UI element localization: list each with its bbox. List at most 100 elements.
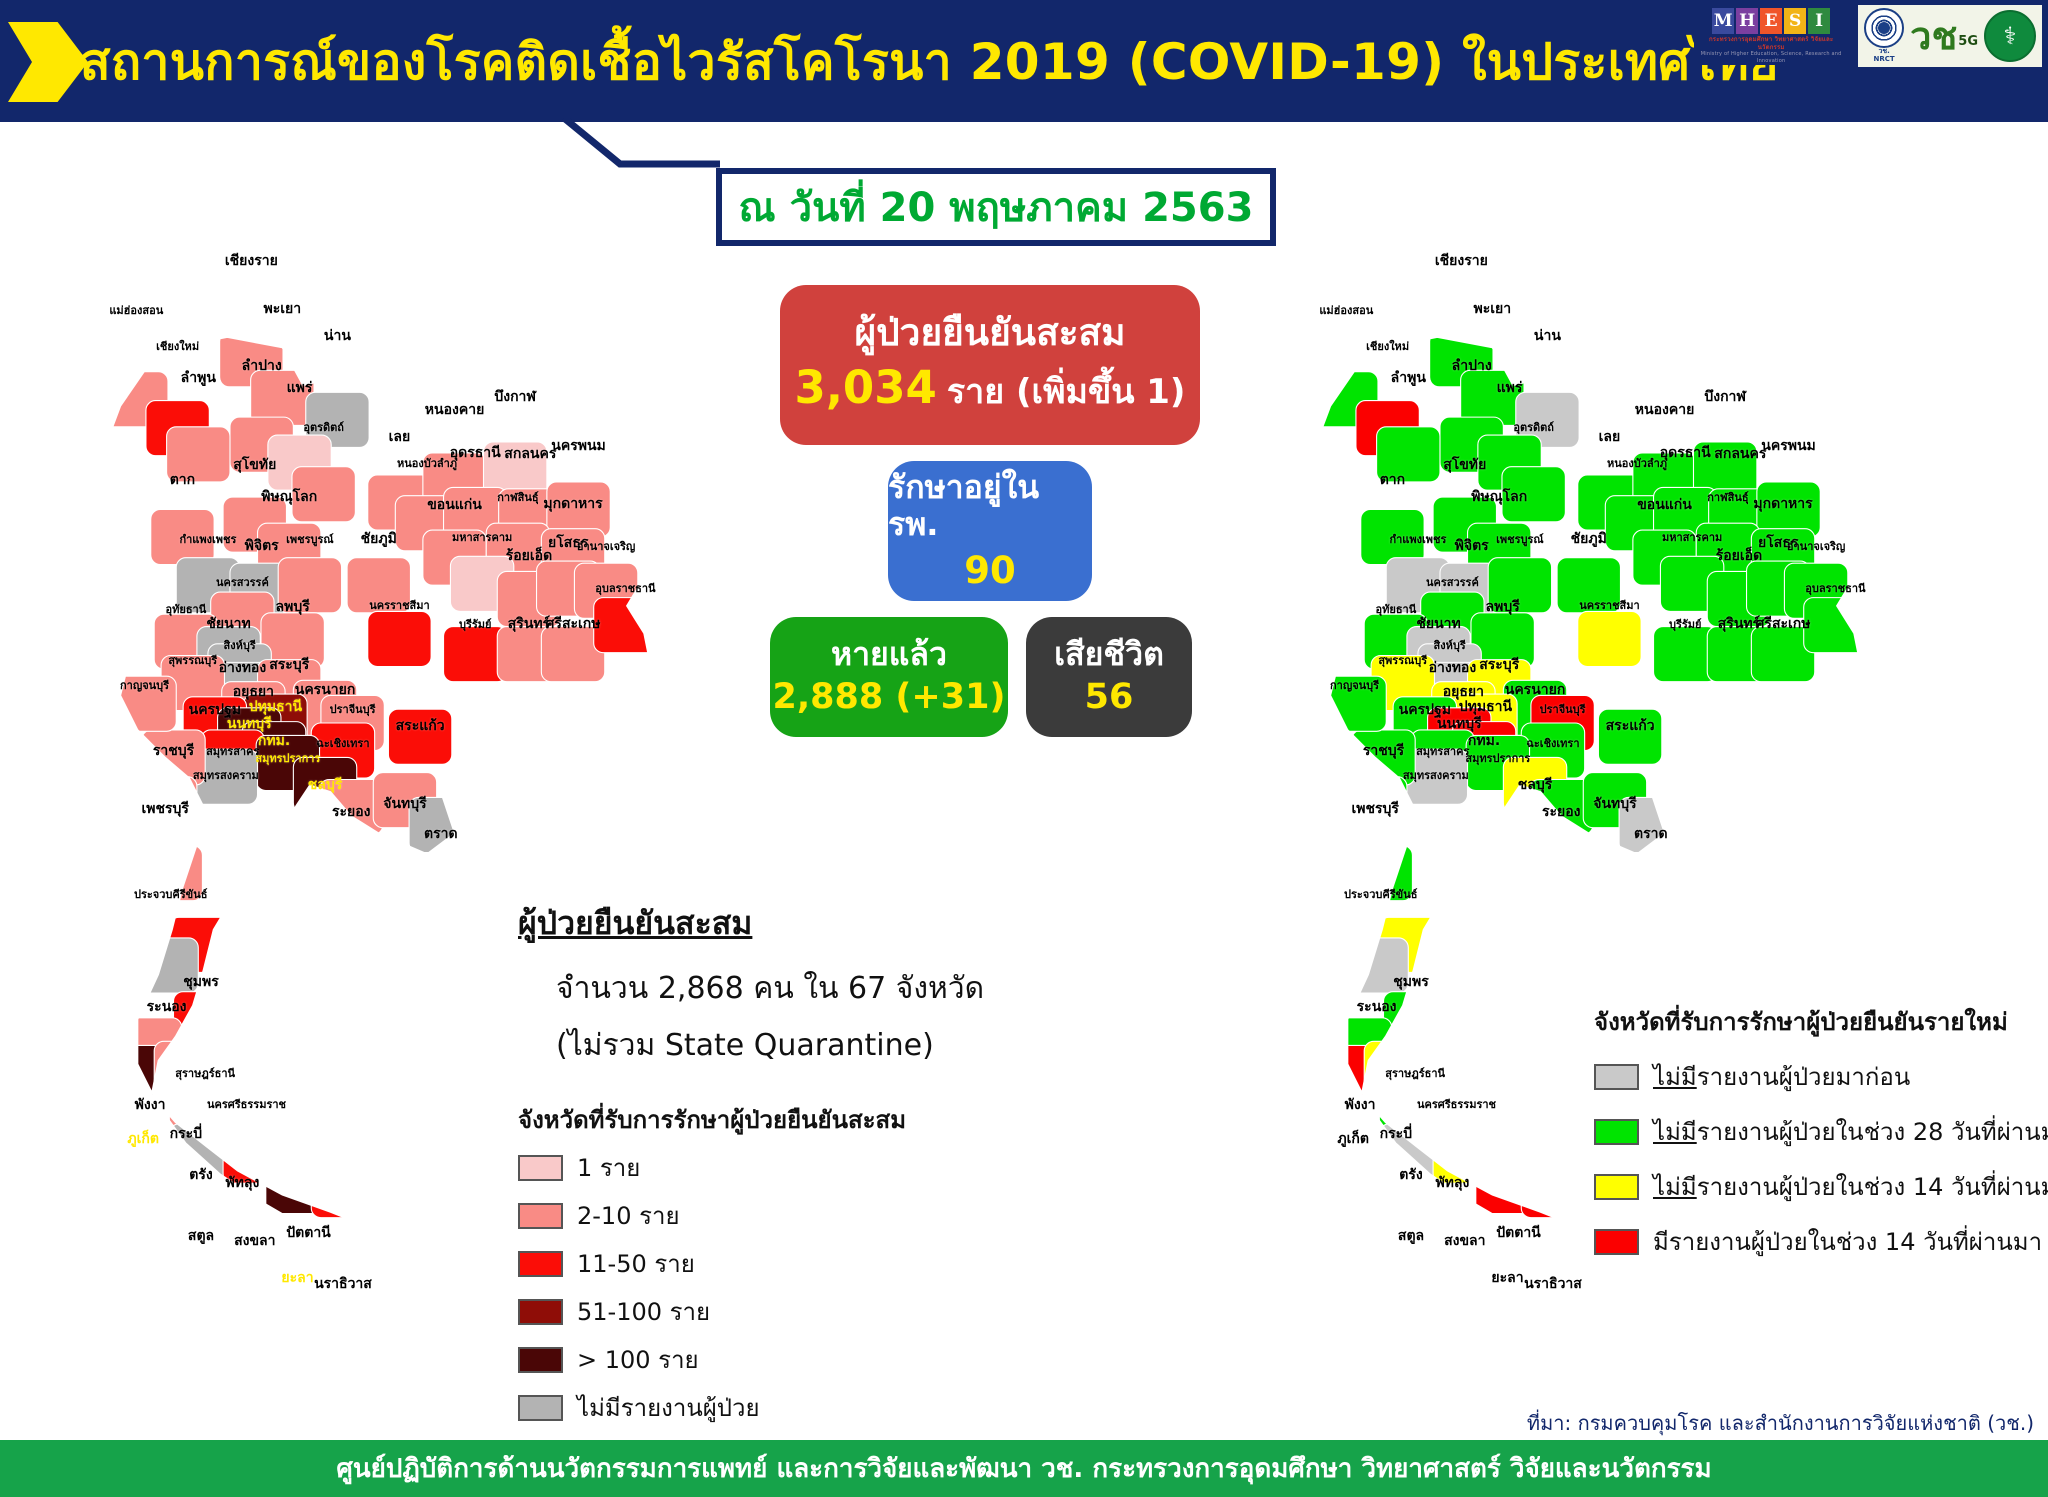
mhesi-letter-blocks: M H E S I	[1712, 8, 1831, 35]
map-newcases-province[interactable]: สงขลา	[1432, 1127, 1498, 1184]
mhesi-subtitle-th: กระทรวงการอุดมศึกษา วิทยาศาสตร์ วิจัยและ…	[1708, 36, 1834, 51]
legend-cumulative-label-0: 1 ราย	[577, 1154, 641, 1182]
legend-newcases-label-3: มีรายงานผู้ป่วยในช่วง 14 วันที่ผ่านมา	[1653, 1228, 2043, 1256]
map-newcases-province[interactable]: พัทลุง	[1420, 1080, 1485, 1137]
map-newcases-province[interactable]: ศรีสะเกษ	[1750, 626, 1816, 683]
summary-heading: ผู้ป่วยยืนยันสะสม	[518, 904, 753, 942]
wch-5g-logo: วช 5G	[1910, 17, 1978, 55]
nrct-logo: วช. NRCT	[1864, 8, 1905, 63]
mhesi-logo: M H E S I กระทรวงการอุดมศึกษา วิทยาศาสตร…	[1694, 7, 1849, 65]
map-cumulative-province[interactable]: สุราษฎร์ธานี	[172, 991, 238, 1048]
map-cumulative-province[interactable]: ศรีสะเกษ	[540, 626, 606, 683]
nrct-label: วช.	[1878, 47, 1890, 56]
legend-newcases-label-1: ไม่มีรายงานผู้ป่วยในช่วง 28 วันที่ผ่านมา	[1653, 1118, 2048, 1146]
map-cumulative-province[interactable]: พัทลุง	[210, 1080, 275, 1137]
footer-text: ศูนย์ปฏิบัติการด้านนวัตกรรมการแพทย์ และก…	[336, 1454, 1712, 1484]
legend-newcases-item-0[interactable]: ไม่มีรายงานผู้ป่วยมาก่อน	[1594, 1057, 2034, 1096]
legend-newcases-swatch-3	[1594, 1228, 1639, 1255]
map-newcases-province[interactable]: นครศรีธรรมราช	[1424, 1015, 1489, 1073]
map-cumulative-province[interactable]: นราธิวาส	[310, 1161, 376, 1219]
map-newcases-province[interactable]: สุราษฎร์ธานี	[1382, 991, 1448, 1048]
map-newcases-svg: เชียงรายแม่ฮ่องสอนพะเยาน่านเชียงใหม่ลำปา…	[1305, 336, 1869, 1248]
legend-cumulative-item-3[interactable]: 51-100 ราย	[518, 1292, 938, 1331]
map-newcases-province[interactable]: สระแก้ว	[1597, 708, 1663, 765]
map-cumulative-province[interactable]: ราชบุรี	[141, 729, 206, 786]
map-newcases-status: เชียงราย แม่ฮ่องสอน พะเยา น่าน เชียงใหม่ ลำปา…	[1265, 200, 1885, 1370]
map-newcases-province[interactable]: ตรัง	[1378, 1073, 1444, 1130]
legend-newcases: จังหวัดที่รับการรักษาผู้ป่วยยืนยันรายใหม…	[1594, 1002, 2048, 1261]
stat-label-hospital: รักษาอยู่ใน รพ.	[888, 468, 1040, 543]
source-note: ที่มา: กรมควบคุมโรค และสำนักงานการวิจัยแ…	[1526, 1411, 2034, 1435]
map-cumulative-province[interactable]: นครศรีธรรมราช	[214, 1015, 279, 1073]
legend-cumulative-label-2: 11-50 ราย	[577, 1250, 695, 1278]
map-cumulative-province[interactable]: สงขลา	[222, 1127, 288, 1184]
stat-value-confirmed: 3,034	[794, 360, 937, 414]
legend-cumulative-item-0[interactable]: 1 ราย	[518, 1148, 938, 1187]
legend-newcases-rows: ไม่มีรายงานผู้ป่วยมาก่อนไม่มีรายงานผู้ป่…	[1594, 1057, 2048, 1261]
map-cumulative-province[interactable]: กระบี่	[153, 1040, 219, 1097]
legend-cumulative-item-2[interactable]: 11-50 ราย	[518, 1244, 938, 1283]
map-newcases-province[interactable]: น่าน	[1515, 391, 1580, 448]
map-cumulative-province[interactable]: ปัตตานี	[276, 1120, 341, 1177]
map-cumulative-province[interactable]: ตาก	[150, 508, 215, 566]
legend-newcases-item-2[interactable]: ไม่มีรายงานผู้ป่วยในช่วง 14 วันที่ผ่านมา	[1594, 1167, 2048, 1206]
map-newcases-province[interactable]: อุตรดิตถ์	[1501, 466, 1566, 523]
map-cumulative-province[interactable]: ยะลา	[265, 1157, 330, 1215]
legend-cumulative-swatch-4	[518, 1346, 563, 1373]
map-newcases-province[interactable]: กระบี่	[1363, 1040, 1429, 1097]
map-newcases-province[interactable]: ลำพูน	[1376, 426, 1441, 483]
legend-newcases-label-2: ไม่มีรายงานผู้ป่วยในช่วง 14 วันที่ผ่านมา	[1653, 1173, 2048, 1201]
legend-newcases-title: จังหวัดที่รับการรักษาผู้ป่วยยืนยันรายใหม…	[1594, 1008, 2008, 1036]
map-cumulative-province[interactable]: กาญจนบุรี	[112, 675, 177, 732]
map-cumulative-province[interactable]: ประจวบคีรีขันธ์	[138, 845, 203, 902]
map-newcases-province[interactable]: ภูเก็ต	[1320, 1044, 1386, 1102]
map-newcases-province[interactable]: อุบลราชธานี	[1803, 597, 1868, 654]
legend-cumulative-label-3: 51-100 ราย	[577, 1298, 711, 1326]
map-cumulative-province[interactable]: น่าน	[305, 391, 370, 448]
legend-cumulative-item-1[interactable]: 2-10 ราย	[518, 1196, 938, 1235]
stat-suffix-confirmed: ราย (เพิ่มขึ้น 1)	[946, 371, 1186, 412]
stat-label-confirmed: ผู้ป่วยยืนยันสะสม	[854, 311, 1126, 355]
legend-newcases-item-3[interactable]: มีรายงานผู้ป่วยในช่วง 14 วันที่ผ่านมา	[1594, 1222, 2042, 1261]
stat-value-deaths: 56	[1084, 677, 1134, 718]
map-cumulative-province[interactable]: อุบลราชธานี	[593, 597, 658, 654]
map-cumulative-province[interactable]: เพชรบูรณ์	[277, 557, 343, 614]
map-newcases-province[interactable]: นครราชสีมา	[1577, 610, 1642, 668]
mhesi-letter-e: E	[1760, 8, 1783, 35]
legend-cumulative-swatch-1	[518, 1202, 563, 1229]
map-newcases-province[interactable]: ชัยภูมิ	[1556, 557, 1622, 614]
map-cumulative-province[interactable]: ลำพูน	[166, 426, 231, 483]
map-cumulative-province[interactable]: นครราชสีมา	[367, 610, 432, 668]
map-cumulative-province[interactable]: ภูเก็ต	[110, 1044, 176, 1102]
map-newcases-province[interactable]: ราชบุรี	[1351, 729, 1416, 786]
map-newcases-province[interactable]: เพชรบุรี	[1342, 776, 1408, 833]
map-newcases-province[interactable]: ปัตตานี	[1486, 1120, 1551, 1177]
legend-cumulative-item-4[interactable]: > 100 ราย	[518, 1340, 938, 1379]
legend-cumulative-title: จังหวัดที่รับการรักษาผู้ป่วยยืนยันสะสม	[518, 1106, 907, 1134]
legend-newcases-item-1[interactable]: ไม่มีรายงานผู้ป่วยในช่วง 28 วันที่ผ่านมา	[1594, 1112, 2048, 1151]
map-newcases-province[interactable]: ตาก	[1360, 508, 1425, 566]
legend-newcases-label-0: ไม่มีรายงานผู้ป่วยมาก่อน	[1653, 1063, 1911, 1091]
legend-cumulative-item-5[interactable]: ไม่มีรายงานผู้ป่วย	[518, 1388, 938, 1427]
map-newcases-province[interactable]: เพชรบูรณ์	[1487, 557, 1553, 614]
map-newcases-province[interactable]: กาญจนบุรี	[1322, 675, 1387, 732]
date-callout-connector	[561, 118, 720, 168]
map-cumulative-svg: เชียงรายแม่ฮ่องสอนพะเยาน่านเชียงใหม่ลำปา…	[95, 336, 659, 1248]
map-newcases-province[interactable]: ยะลา	[1475, 1157, 1540, 1215]
legend-cumulative: จังหวัดที่รับการรักษาผู้ป่วยยืนยันสะสม 1…	[518, 1100, 938, 1427]
map-newcases-province[interactable]: ประจวบคีรีขันธ์	[1348, 845, 1413, 902]
mhesi-letter-i: I	[1808, 8, 1831, 35]
map-cumulative-province[interactable]: ตรัง	[168, 1073, 234, 1130]
map-cumulative-province[interactable]: เพชรบุรี	[132, 776, 198, 833]
map-cumulative-province[interactable]: สระแก้ว	[387, 708, 453, 765]
map-newcases-province[interactable]: นราธิวาส	[1520, 1161, 1586, 1219]
stat-row-bottom: หายแล้ว 2,888 (+31) เสียชีวิต 56	[770, 617, 1210, 737]
legend-newcases-swatch-2	[1594, 1173, 1639, 1200]
legend-newcases-swatch-0	[1594, 1063, 1639, 1090]
map-cumulative-province[interactable]: ชัยภูมิ	[346, 557, 412, 614]
legend-cumulative-label-5: ไม่มีรายงานผู้ป่วย	[577, 1394, 760, 1422]
map-cumulative-province[interactable]: อุตรดิตถ์	[291, 466, 356, 523]
legend-cumulative-swatch-0	[518, 1154, 563, 1181]
legend-cumulative-label-4: > 100 ราย	[577, 1346, 699, 1374]
